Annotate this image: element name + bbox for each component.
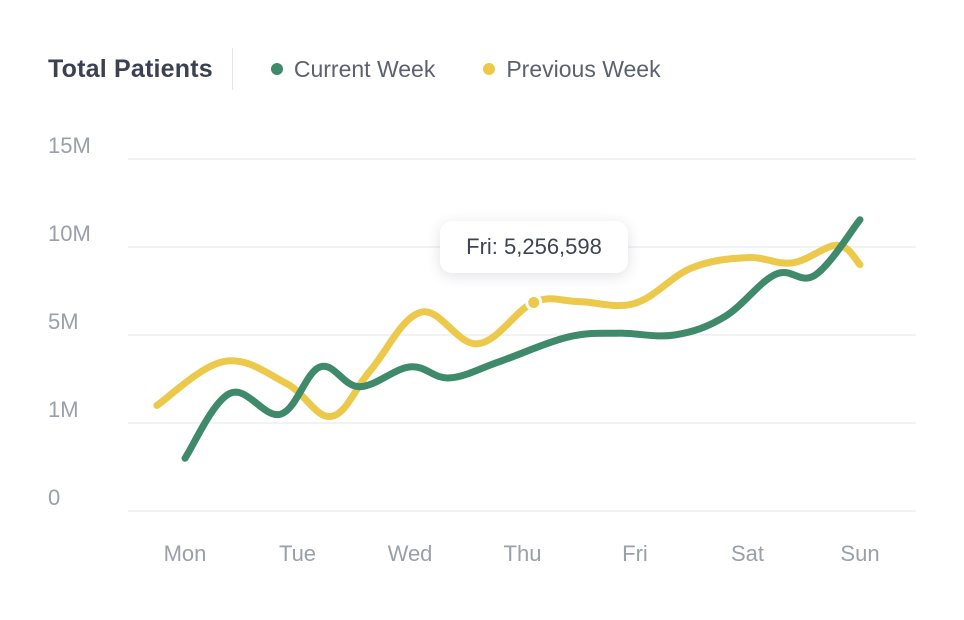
x-tick-label: Fri	[622, 541, 648, 566]
x-tick-label: Mon	[164, 541, 207, 566]
y-tick-label: 1M	[48, 397, 79, 422]
legend-item-previous-week[interactable]: Previous Week	[483, 55, 661, 83]
series-line-previous-week	[153, 241, 864, 420]
header-divider	[231, 48, 233, 90]
x-tick-label: Wed	[388, 541, 433, 566]
y-tick-label: 15M	[48, 133, 91, 158]
chart-title: Total Patients	[48, 54, 213, 83]
x-tick-label: Sat	[731, 541, 764, 566]
y-tick-label: 0	[48, 485, 60, 510]
y-tick-label: 10M	[48, 221, 91, 246]
data-tooltip: Fri: 5,256,598	[440, 221, 628, 273]
legend-dot-current-week	[270, 63, 283, 75]
x-tick-label: Sun	[840, 541, 879, 566]
highlight-point	[525, 293, 543, 311]
legend-label-current-week: Current Week	[293, 55, 436, 82]
chart-header: Total Patients Current Week Previous Wee…	[48, 46, 709, 92]
legend-dot-previous-week	[483, 63, 496, 75]
x-tick-label: Tue	[279, 541, 316, 566]
x-tick-label: Thu	[504, 541, 542, 566]
series-line-current-week	[181, 216, 864, 462]
legend-item-current-week[interactable]: Current Week	[270, 55, 436, 83]
y-tick-label: 5M	[48, 309, 79, 334]
legend-label-previous-week: Previous Week	[506, 55, 661, 82]
